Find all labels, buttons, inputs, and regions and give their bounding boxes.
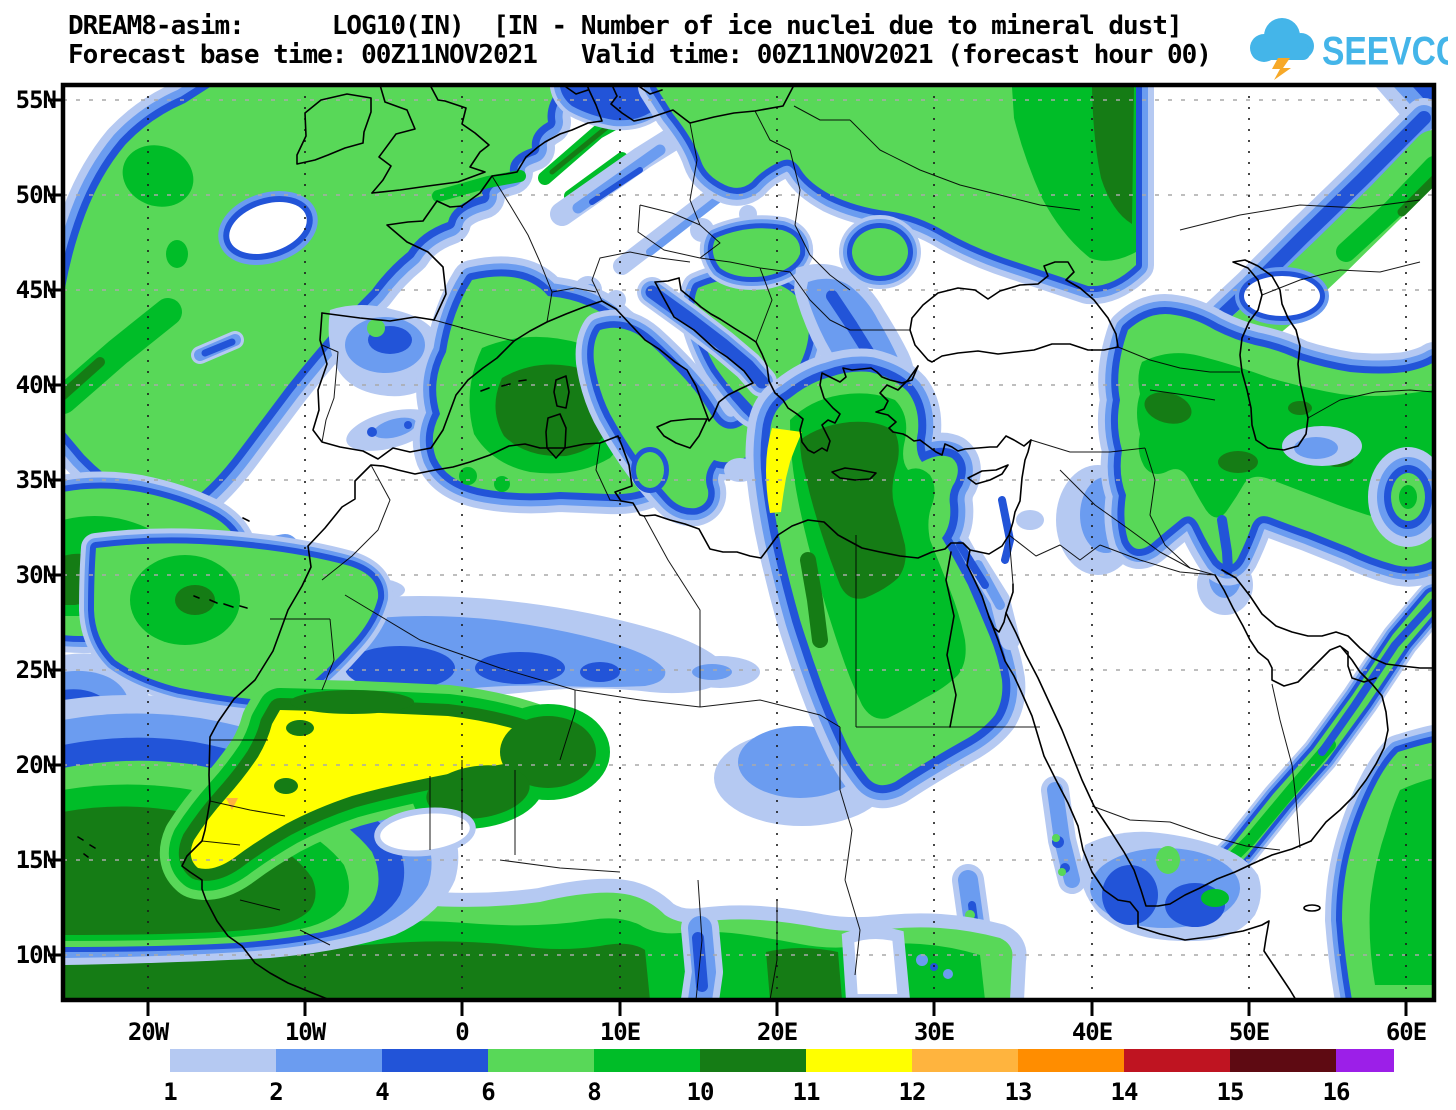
lon-label: 60E xyxy=(1386,1018,1426,1046)
seevccc-logo: SEEVCCC xyxy=(1250,18,1448,80)
lon-label: 20E xyxy=(757,1018,797,1046)
lat-label: 30N xyxy=(16,561,57,589)
lon-label: 10W xyxy=(285,1018,327,1046)
map-plot-area xyxy=(65,87,1432,998)
legend-tick-label: 1 xyxy=(163,1078,177,1106)
legend-swatch-12 xyxy=(912,1049,1018,1072)
legend-swatch-8 xyxy=(594,1049,700,1072)
lat-axis-labels: 55N 50N 45N 40N 35N 30N 25N 20N 15N 10N xyxy=(16,86,58,969)
legend-tick-label: 4 xyxy=(375,1078,389,1106)
lat-label: 35N xyxy=(16,466,57,494)
legend-swatch-2 xyxy=(276,1049,382,1072)
legend-tick-label: 8 xyxy=(587,1078,601,1106)
legend-tick-label: 11 xyxy=(792,1078,821,1106)
legend-tick-label: 2 xyxy=(269,1078,283,1106)
axis-ticks xyxy=(48,98,1408,1016)
title-line2: Forecast base time: 00Z11NOV2021 Valid t… xyxy=(68,40,1212,70)
map-frame xyxy=(60,82,1437,1003)
legend-swatch-6 xyxy=(488,1049,594,1072)
lon-label: 30E xyxy=(914,1018,954,1046)
legend-swatch-14 xyxy=(1124,1049,1230,1072)
lon-label: 10E xyxy=(600,1018,640,1046)
lat-label: 50N xyxy=(16,181,57,209)
lat-label: 55N xyxy=(16,86,57,114)
color-legend: 1 2 4 6 8 10 11 12 13 14 15 16 xyxy=(163,1049,1396,1107)
lon-label: 50E xyxy=(1229,1018,1269,1046)
legend-swatch-13 xyxy=(1018,1049,1124,1072)
lon-axis-labels: 20W 10W 0 10E 20E 30E 40E 50E 60E xyxy=(128,1018,1427,1046)
legend-tick-label: 15 xyxy=(1216,1078,1245,1106)
legend-bar xyxy=(170,1049,1394,1072)
legend-swatch-11 xyxy=(806,1049,912,1072)
lat-label: 45N xyxy=(16,276,57,304)
legend-swatch-16 xyxy=(1336,1049,1394,1072)
legend-tick-label: 16 xyxy=(1322,1078,1351,1106)
legend-swatch-15 xyxy=(1230,1049,1336,1072)
lat-label: 20N xyxy=(16,751,57,779)
title-line1: DREAM8-asim: LOG10(IN) [IN - Number of i… xyxy=(68,11,1183,41)
logo-text: SEEVCCC xyxy=(1322,29,1448,73)
lat-label: 25N xyxy=(16,656,57,684)
lon-label: 0 xyxy=(455,1018,469,1046)
lon-label: 20W xyxy=(128,1018,170,1046)
lon-label: 40E xyxy=(1072,1018,1112,1046)
lat-label: 10N xyxy=(16,941,57,969)
legend-tick-label: 13 xyxy=(1004,1078,1033,1106)
lightning-bolt-icon xyxy=(1272,58,1291,80)
legend-swatch-4 xyxy=(382,1049,488,1072)
legend-swatch-10 xyxy=(700,1049,806,1072)
lat-label: 40N xyxy=(16,371,57,399)
chart-title: DREAM8-asim: LOG10(IN) [IN - Number of i… xyxy=(68,11,1212,70)
legend-tick-label: 14 xyxy=(1110,1078,1139,1106)
legend-tick-label: 12 xyxy=(898,1078,927,1106)
country-borders xyxy=(201,105,1432,998)
legend-tick-label: 10 xyxy=(686,1078,715,1106)
legend-tick-label: 6 xyxy=(481,1078,495,1106)
lat-label: 15N xyxy=(16,846,57,874)
cloud-icon xyxy=(1250,18,1314,62)
legend-swatch-1 xyxy=(170,1049,276,1072)
